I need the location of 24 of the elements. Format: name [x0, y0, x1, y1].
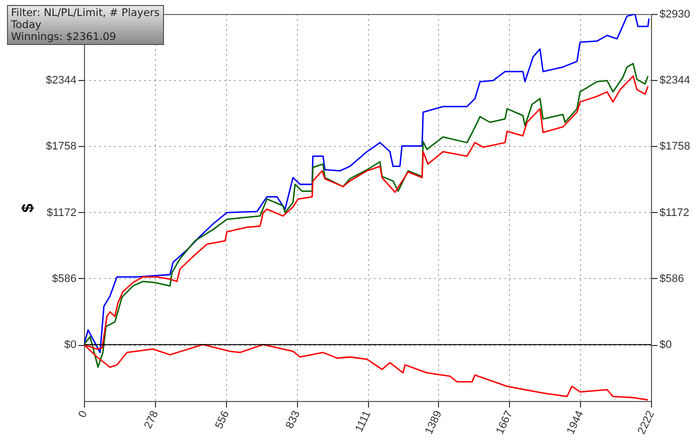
y-tick-label: $1758	[46, 140, 76, 153]
annotation: Filter: NL/PL/Limit, # Players	[11, 7, 160, 19]
x-tick-label: 2222	[636, 408, 657, 436]
y-tick-label: $0	[64, 339, 76, 352]
y-tick-label: $1172	[46, 206, 76, 219]
y2-tick-label: $1172	[660, 206, 690, 219]
x-tick-label: 278	[142, 408, 161, 431]
y2-tick-label: $0	[660, 339, 672, 352]
x-tick-label: 1389	[423, 408, 444, 436]
caption-box: Filter: NL/PL/Limit, # Players Today Winnings: $2361.09	[7, 5, 164, 45]
x-tick-label: 1667	[494, 408, 516, 436]
x-tick-label: 556	[213, 408, 232, 431]
x-tick-label: 833	[284, 408, 302, 431]
annotation: Winnings: $2361.09	[11, 31, 118, 43]
y-tick-label: $586	[52, 272, 76, 285]
y-axis-title: $	[20, 203, 37, 212]
y-tick-label: $2344	[46, 74, 76, 87]
x-tick-label: 1111	[353, 408, 374, 434]
y2-tick-label: $1758	[660, 140, 690, 153]
y2-tick-label: $586	[660, 272, 684, 285]
x-tick-label: 0	[76, 408, 90, 420]
y2-tick-label: $2344	[660, 74, 690, 87]
y2-tick-label: $2930	[660, 8, 690, 20]
x-tick-label: 1944	[564, 408, 586, 436]
